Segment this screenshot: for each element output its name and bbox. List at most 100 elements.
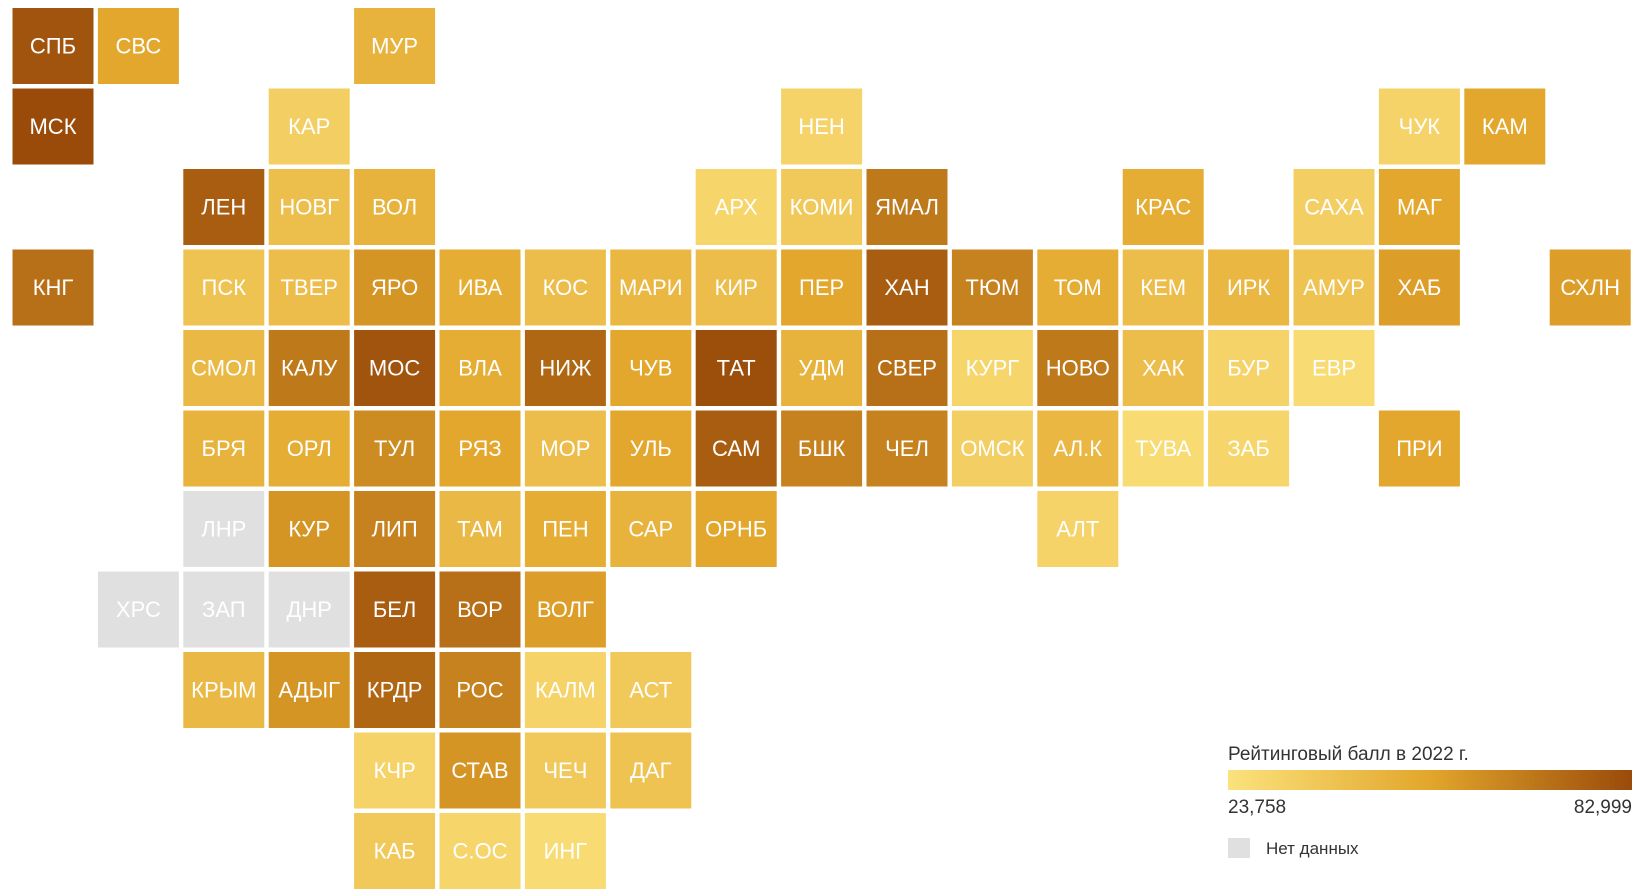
region-tile <box>183 410 265 487</box>
region-tile <box>268 652 350 728</box>
region-tile <box>354 813 436 889</box>
region-tile <box>610 652 692 728</box>
region-label: ХРС <box>116 597 161 622</box>
region-tile <box>1122 249 1204 326</box>
region-label: РОС <box>456 678 503 703</box>
region-label: ЧУК <box>1399 114 1441 139</box>
region-label: НЕН <box>798 114 844 139</box>
region-label: ХАБ <box>1398 275 1442 300</box>
region-tile <box>1549 249 1631 326</box>
region-label: СПБ <box>30 34 76 59</box>
region-label: ВОР <box>457 597 503 622</box>
region-label: ЧЕЛ <box>885 436 929 461</box>
region-label: СХЛН <box>1560 275 1620 300</box>
region-tile <box>781 410 863 487</box>
region-tile <box>354 652 436 728</box>
region-label: ТАТ <box>717 356 756 381</box>
region-tile <box>695 491 777 567</box>
region-tile <box>524 813 606 889</box>
region-tile <box>268 169 350 245</box>
region-tile <box>610 330 692 406</box>
region-label: МОР <box>540 436 590 461</box>
region-label: НИЖ <box>539 356 592 381</box>
region-label: БЕЛ <box>373 597 417 622</box>
region-tile <box>610 410 692 487</box>
region-tile <box>1122 410 1204 487</box>
region-label: КИР <box>715 275 758 300</box>
region-label: НОВГ <box>279 195 339 220</box>
region-tile <box>1293 169 1375 245</box>
region-label: ДНР <box>286 597 331 622</box>
region-label: ЧУВ <box>629 356 672 381</box>
region-tile <box>439 652 521 728</box>
region-label: БШК <box>798 436 846 461</box>
region-label: КАЛМ <box>535 678 596 703</box>
region-tile <box>183 571 265 648</box>
region-tile <box>354 249 436 326</box>
region-label: СМОЛ <box>191 356 256 381</box>
region-tile <box>268 88 350 165</box>
region-label: УДМ <box>798 356 844 381</box>
region-label: КНГ <box>33 275 74 300</box>
region-tile <box>1293 330 1375 406</box>
region-tile <box>1378 169 1460 245</box>
region-tile <box>268 249 350 326</box>
region-label: ТВЕР <box>280 275 337 300</box>
region-tile <box>1122 169 1204 245</box>
region-tile <box>951 330 1033 406</box>
region-tile <box>866 249 948 326</box>
region-label: БРЯ <box>202 436 247 461</box>
region-label: РЯЗ <box>458 436 501 461</box>
region-label: ЕВР <box>1312 356 1356 381</box>
region-label: КОМИ <box>790 195 854 220</box>
region-label: КАМ <box>1482 114 1528 139</box>
region-tile <box>1378 410 1460 487</box>
region-label: КАЛУ <box>281 356 338 381</box>
region-tile <box>951 410 1033 487</box>
region-label: ЛИП <box>372 517 418 542</box>
region-tile <box>354 8 436 84</box>
region-label: САР <box>628 517 673 542</box>
region-tile <box>1378 88 1460 165</box>
region-label: МАГ <box>1397 195 1442 220</box>
tiles: СПБ СВС МУР МСК КАР НЕН ЧУК КАМ ЛЕН НОВГ ВОЛ АРХ КОМ… <box>12 8 1631 889</box>
region-label: МОС <box>369 356 420 381</box>
region-label: ПРИ <box>1396 436 1442 461</box>
region-label: КОС <box>543 275 589 300</box>
region-tile <box>695 410 777 487</box>
region-label: ЧЕЧ <box>543 758 587 783</box>
region-label: ТОМ <box>1054 275 1102 300</box>
region-label: ПЕР <box>799 275 844 300</box>
region-label: АЛ.К <box>1054 436 1103 461</box>
region-tile <box>354 732 436 809</box>
region-label: КУР <box>288 517 330 542</box>
region-label: КРАС <box>1135 195 1191 220</box>
region-tile <box>183 652 265 728</box>
region-tile <box>1037 410 1119 487</box>
region-tile <box>610 732 692 809</box>
region-label: МУР <box>371 34 418 59</box>
region-tile <box>866 330 948 406</box>
region-tile <box>1037 491 1119 567</box>
region-label: ЯРО <box>371 275 418 300</box>
region-tile <box>354 330 436 406</box>
region-label: КАБ <box>374 839 416 864</box>
region-tile <box>268 491 350 567</box>
region-label: ТУВА <box>1135 436 1191 461</box>
region-tile <box>781 88 863 165</box>
region-tile <box>12 249 94 326</box>
region-label: АЛТ <box>1056 517 1099 542</box>
region-label: ЯМАЛ <box>875 195 939 220</box>
region-tile <box>183 330 265 406</box>
region-label: УЛЬ <box>630 436 672 461</box>
region-tile <box>439 491 521 567</box>
region-tile <box>695 330 777 406</box>
scale-max-label: 82,999 <box>1574 797 1632 818</box>
region-tile <box>268 330 350 406</box>
region-tile <box>524 491 606 567</box>
legend: Рейтинговый балл в 2022 г. 23,758 82,999… <box>1228 744 1632 858</box>
region-label: ПЕН <box>542 517 588 542</box>
region-label: КРДР <box>367 678 423 703</box>
region-tile <box>610 249 692 326</box>
region-label: ЗАП <box>202 597 246 622</box>
